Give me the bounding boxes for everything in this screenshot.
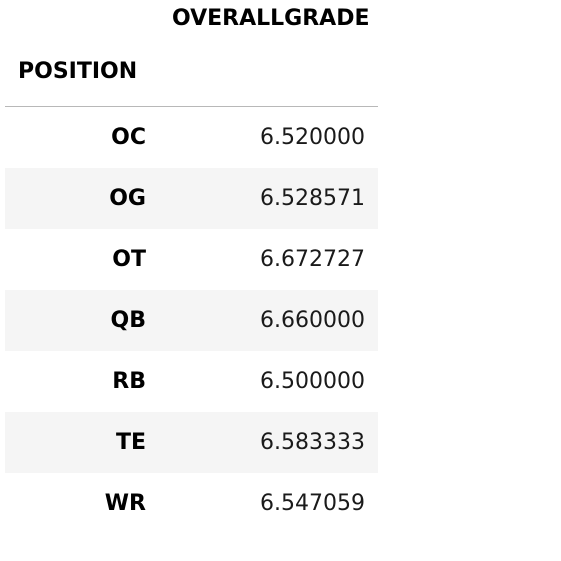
row-label: OT — [112, 247, 146, 272]
row-label: QB — [110, 308, 146, 333]
table-row: TE 6.583333 — [5, 412, 378, 473]
row-value: 6.520000 — [260, 125, 365, 150]
index-name-row: POSITION — [5, 36, 378, 107]
index-name-position: POSITION — [5, 36, 159, 107]
row-label: RB — [112, 369, 146, 394]
table-row: RB 6.500000 — [5, 351, 378, 412]
row-label: WR — [104, 491, 146, 516]
row-value: 6.500000 — [260, 369, 365, 394]
row-label: TE — [115, 430, 146, 455]
row-label: OG — [109, 186, 146, 211]
dataframe-table: OVERALLGRADE POSITION OC 6.520000 OG 6.5… — [5, 0, 378, 534]
dataframe-container: OVERALLGRADE POSITION OC 6.520000 OG 6.5… — [5, 0, 378, 534]
row-value: 6.660000 — [260, 308, 365, 333]
row-value: 6.547059 — [260, 491, 365, 516]
column-header-overallgrade: OVERALLGRADE — [172, 5, 370, 31]
index-name-blank-cell — [159, 36, 378, 107]
row-value: 6.672727 — [260, 247, 365, 272]
table-row: OG 6.528571 — [5, 168, 378, 229]
column-header-row: OVERALLGRADE — [5, 0, 378, 36]
table-header: OVERALLGRADE POSITION — [5, 0, 378, 107]
table-row: WR 6.547059 — [5, 473, 378, 534]
table-row: QB 6.660000 — [5, 290, 378, 351]
table-body: OC 6.520000 OG 6.528571 OT 6.672727 QB 6… — [5, 107, 378, 535]
row-value: 6.528571 — [260, 186, 365, 211]
table-row: OT 6.672727 — [5, 229, 378, 290]
table-row: OC 6.520000 — [5, 107, 378, 169]
row-label: OC — [111, 125, 146, 150]
header-blank-cell — [5, 0, 159, 36]
row-value: 6.583333 — [260, 430, 365, 455]
